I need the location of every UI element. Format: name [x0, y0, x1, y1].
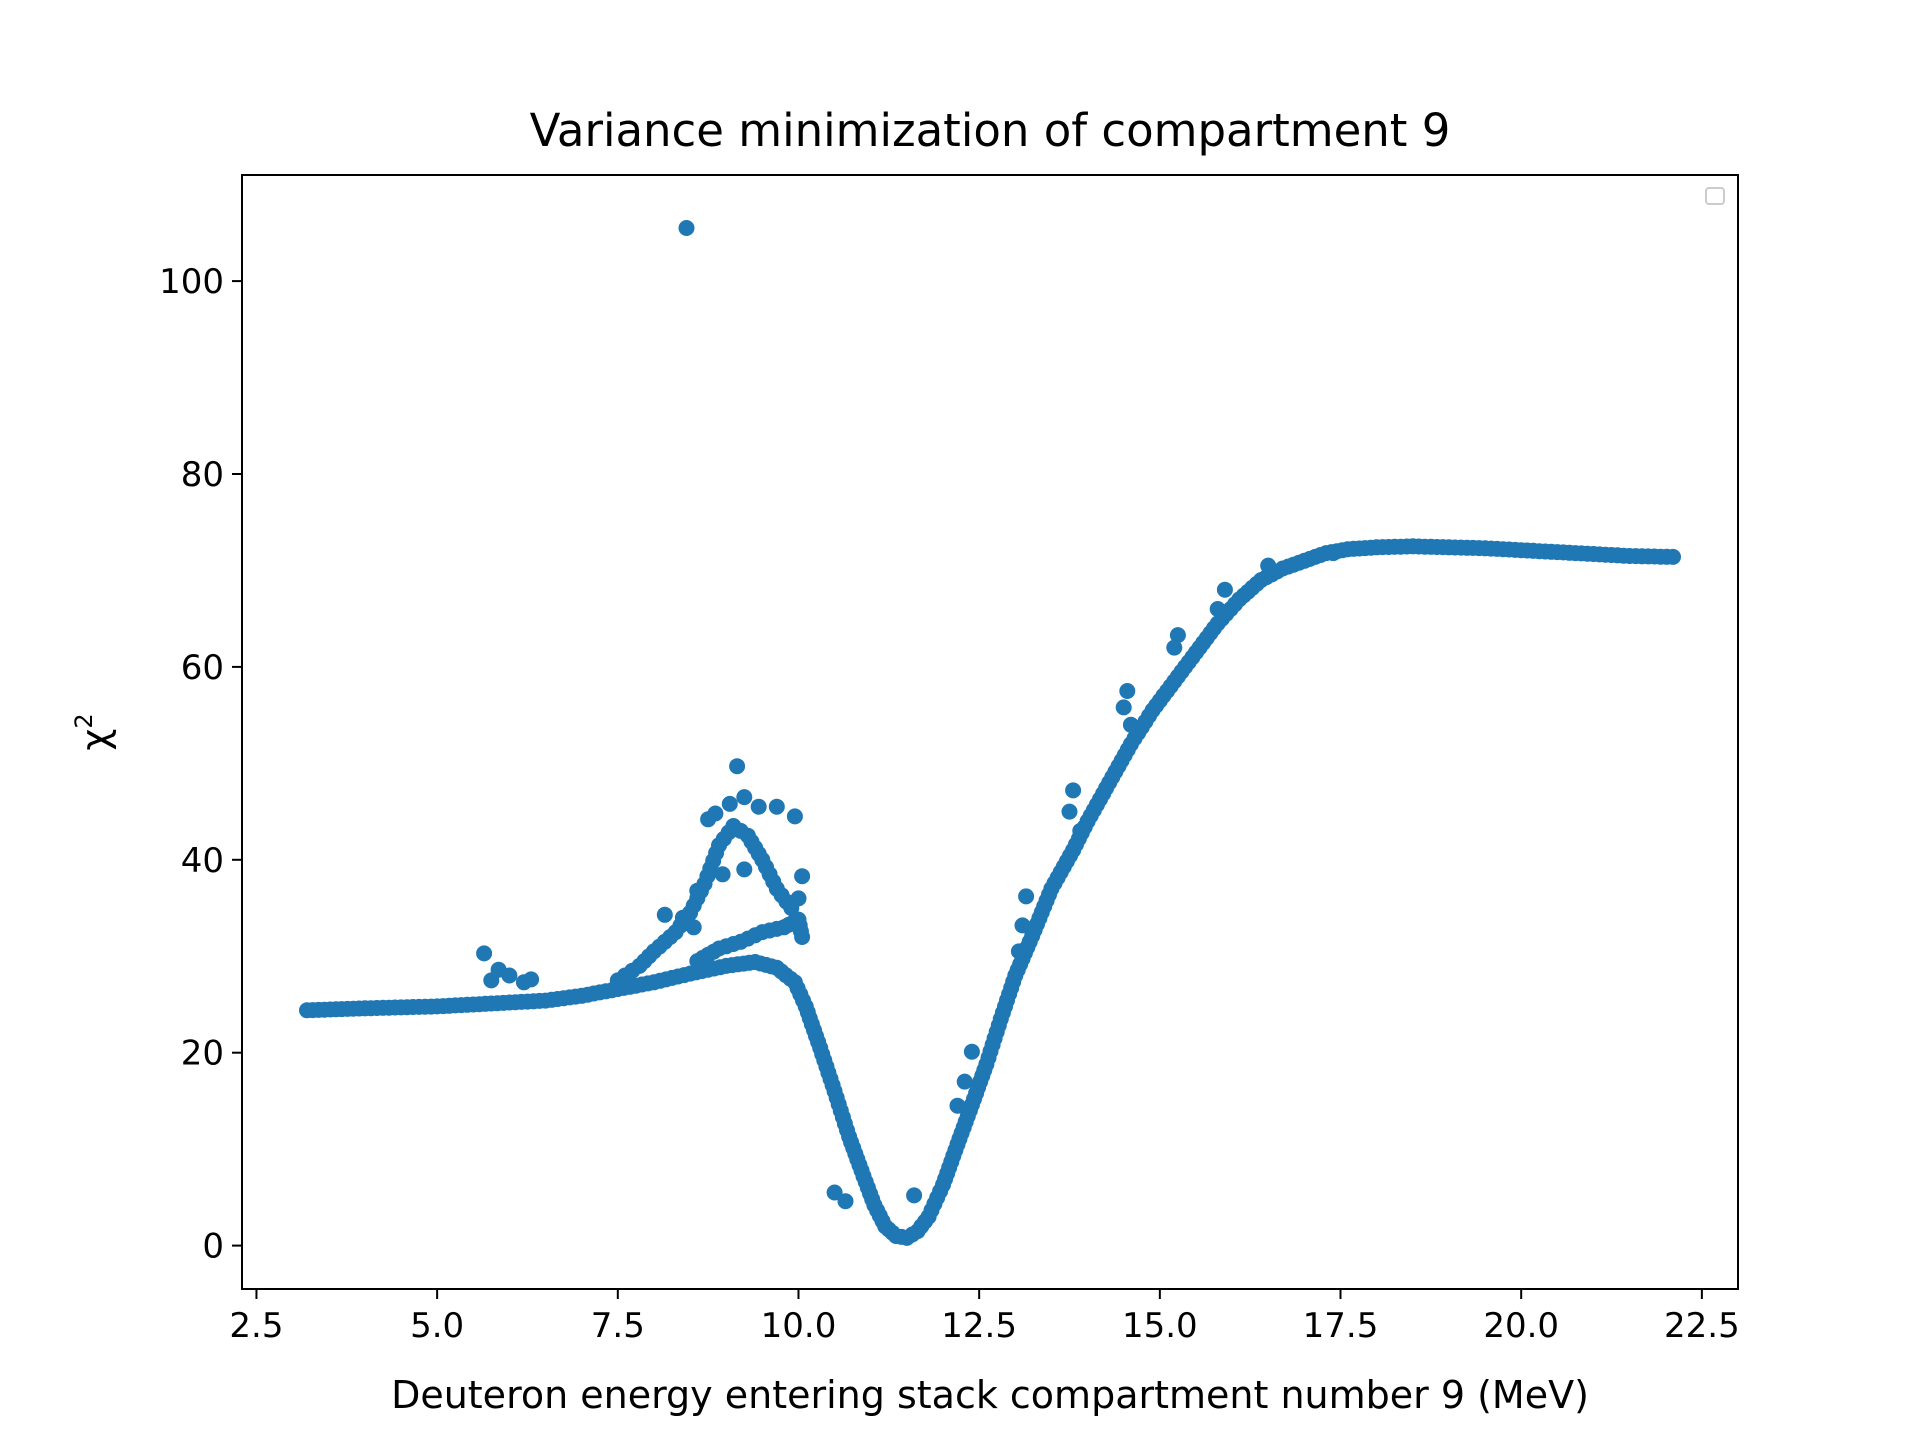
y-axis-label-sup: 2	[70, 713, 98, 728]
y-axis-label-base: χ	[73, 729, 117, 751]
data-point	[1169, 627, 1186, 644]
x-tick-label: 22.5	[1664, 1306, 1740, 1346]
data-point	[1018, 888, 1035, 905]
data-point	[790, 890, 807, 907]
x-tick-label: 2.5	[229, 1306, 283, 1346]
data-point	[768, 798, 785, 815]
data-point	[714, 866, 731, 883]
x-tick-label: 12.5	[941, 1306, 1017, 1346]
x-tick-label: 15.0	[1122, 1306, 1198, 1346]
data-point	[786, 808, 803, 825]
y-axis: 0 20 40 60 80 100	[159, 262, 242, 1267]
y-tick-label: 80	[181, 455, 224, 495]
data-point	[1072, 822, 1089, 839]
data-point	[1014, 917, 1031, 934]
y-tick-label: 40	[181, 841, 224, 881]
data-point	[721, 795, 738, 812]
data-point	[656, 906, 673, 923]
data-point	[1260, 557, 1277, 574]
x-tick-label: 10.0	[761, 1306, 837, 1346]
plot-frame	[241, 174, 1739, 1290]
data-point	[1065, 782, 1082, 799]
chart-title: Variance minimization of compartment 9	[530, 104, 1451, 157]
data-point	[674, 909, 691, 926]
data-point	[678, 220, 695, 236]
data-point	[476, 945, 493, 962]
x-tick-label: 20.0	[1483, 1306, 1559, 1346]
data-point	[826, 1184, 843, 1201]
data-point	[1216, 581, 1233, 598]
x-tick-label: 5.0	[410, 1306, 464, 1346]
data-point	[707, 805, 724, 822]
y-tick-label: 60	[181, 648, 224, 688]
data-point	[1166, 639, 1183, 656]
data-point	[750, 798, 767, 815]
data-point	[949, 1097, 966, 1114]
data-point	[729, 758, 746, 775]
data-point	[1010, 943, 1027, 960]
data-point	[1325, 545, 1342, 562]
data-point	[1122, 716, 1139, 733]
y-tick-label: 0	[202, 1227, 224, 1267]
data-point	[523, 971, 540, 988]
data-point	[963, 1043, 980, 1060]
x-tick-label: 17.5	[1303, 1306, 1379, 1346]
y-axis-label: χ2	[70, 713, 117, 750]
data-point	[685, 919, 702, 936]
data-point	[501, 967, 518, 984]
data-point	[906, 1187, 923, 1204]
x-axis: 2.5 5.0 7.5 10.0 12.5 15.0 17.5 20.0 22.5	[229, 1289, 1740, 1346]
data-point	[956, 1073, 973, 1090]
y-tick-label: 100	[159, 262, 224, 302]
data-point	[1115, 699, 1132, 716]
legend-box	[1705, 187, 1725, 205]
data-point	[689, 882, 706, 899]
data-point	[1665, 548, 1681, 565]
data-point	[1209, 601, 1226, 617]
x-tick-label: 7.5	[591, 1306, 645, 1346]
x-axis-label: Deuteron energy entering stack compartme…	[391, 1373, 1589, 1417]
data-point	[837, 1193, 854, 1210]
data-point	[794, 929, 811, 945]
data-point	[736, 789, 753, 806]
data-point	[736, 861, 753, 878]
y-tick-label: 20	[181, 1034, 224, 1074]
data-point	[1061, 803, 1078, 820]
data-point	[794, 868, 811, 885]
data-point	[1119, 683, 1136, 699]
data-points	[299, 220, 1681, 1246]
